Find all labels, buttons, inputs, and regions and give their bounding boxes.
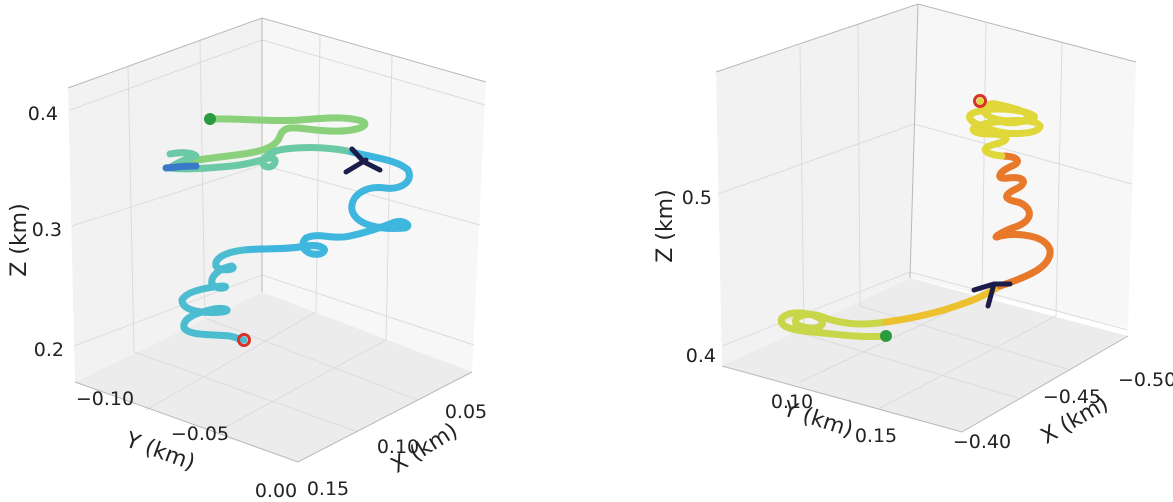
left-z-tick-2: 0.2 bbox=[34, 339, 64, 361]
left-floor bbox=[75, 292, 472, 462]
right-z-tick-0: 0.4 bbox=[686, 345, 716, 367]
right-x-tick-2: −0.50 bbox=[1118, 369, 1173, 391]
left-z-tick-1: 0.3 bbox=[32, 219, 62, 241]
right-back-wall-right bbox=[910, 4, 1136, 328]
left-gridlines bbox=[69, 34, 486, 433]
right-y-tick-0: 0.10 bbox=[771, 391, 813, 413]
left-trajectory bbox=[162, 113, 413, 347]
left-z-tick-0: 0.4 bbox=[28, 103, 58, 125]
left-z-axis-label: Z (km) bbox=[7, 203, 32, 276]
left-traj-tail bbox=[162, 162, 200, 172]
right-x-tick-1: −0.45 bbox=[1043, 386, 1101, 408]
left-x-tick-1: 0.05 bbox=[445, 401, 487, 423]
left-y-tick-0: −0.10 bbox=[76, 388, 134, 410]
left-plot: 0.4 0.3 0.2 −0.10 −0.05 0.00 0.15 0.10 0… bbox=[7, 17, 487, 502]
left-back-wall-left bbox=[68, 18, 262, 382]
right-end-marker bbox=[973, 94, 987, 108]
right-traj-seg-d bbox=[966, 97, 1044, 160]
left-x-tick-3: 0.15 bbox=[307, 478, 349, 500]
left-x-tick-0: 0.00 bbox=[255, 480, 297, 502]
right-start-marker bbox=[880, 330, 892, 342]
right-x-tick-0: −0.40 bbox=[953, 431, 1011, 453]
left-y-tick-1: −0.05 bbox=[171, 423, 229, 445]
left-x-tick-2: 0.10 bbox=[377, 436, 419, 458]
right-z-tick-1: 0.5 bbox=[682, 187, 712, 209]
left-traj-seg-a bbox=[172, 114, 369, 168]
left-start-marker bbox=[204, 113, 216, 125]
left-back-wall-right bbox=[262, 18, 486, 372]
right-back-wall-left bbox=[716, 4, 918, 366]
left-traj-seg-c bbox=[240, 148, 413, 258]
left-traj-seg-d bbox=[178, 246, 248, 344]
left-traj-seg-b bbox=[166, 144, 356, 173]
right-trajectory bbox=[777, 94, 1054, 342]
left-end-marker bbox=[237, 333, 251, 347]
right-traj-seg-c bbox=[992, 152, 1054, 290]
right-plot: 0.5 0.4 0.10 0.15 −0.40 −0.45 −0.50 Z (k… bbox=[653, 3, 1173, 453]
right-direction-arrow bbox=[971, 281, 1013, 309]
left-direction-arrow bbox=[343, 146, 383, 175]
right-traj-seg-a bbox=[777, 309, 890, 341]
right-y-tick-1: 0.15 bbox=[855, 425, 897, 447]
right-z-axis-label: Z (km) bbox=[653, 189, 678, 262]
right-y-axis-label: Y (km) bbox=[779, 397, 856, 443]
